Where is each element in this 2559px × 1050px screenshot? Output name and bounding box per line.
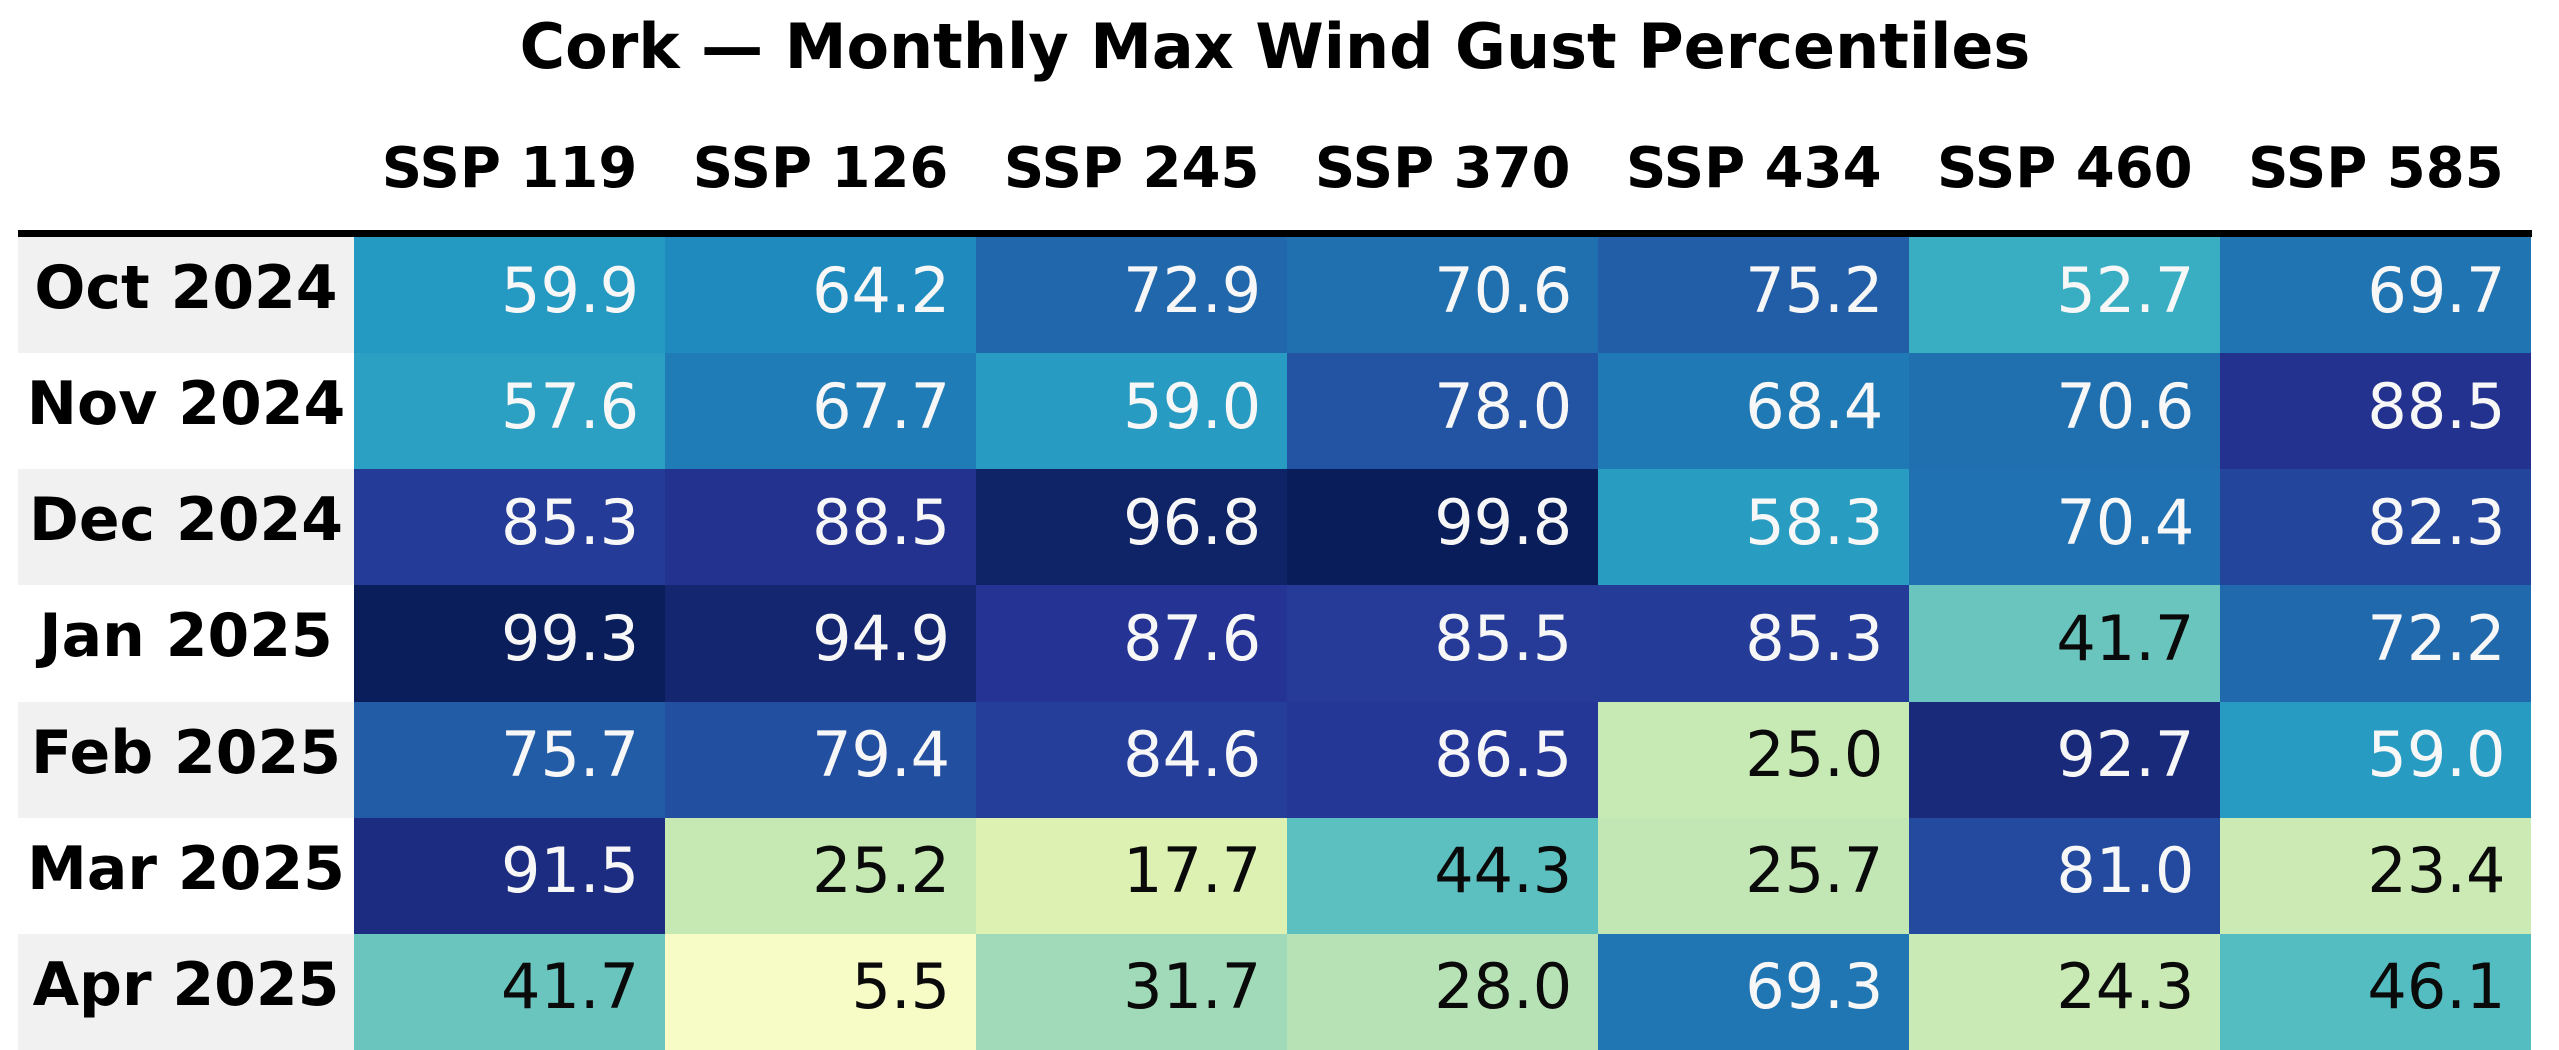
heatmap-cell: 86.5	[1287, 701, 1599, 818]
row-label: Nov 2024	[18, 353, 354, 470]
heatmap-cell: 99.8	[1287, 469, 1599, 586]
heatmap-cell: 5.5	[665, 933, 977, 1050]
heatmap-cell: 99.3	[354, 585, 666, 702]
heatmap-cell: 75.2	[1598, 237, 1910, 354]
heatmap-cell: 25.2	[665, 817, 977, 934]
heatmap-row: Mar 2025 91.5 25.2 17.7 44.3 25.7 81.0 23.4	[18, 817, 2532, 934]
column-header: SSP 585	[2248, 136, 2504, 201]
heatmap-cell: 46.1	[2220, 933, 2532, 1050]
heatmap-cell: 81.0	[1909, 817, 2221, 934]
heatmap-cell: 88.5	[665, 469, 977, 586]
row-label: Dec 2024	[18, 469, 354, 586]
column-header: SSP 119	[381, 136, 638, 201]
heatmap-cell: 72.9	[976, 237, 1288, 354]
heatmap-cell: 70.6	[1287, 237, 1599, 354]
heatmap-cell: 91.5	[354, 817, 666, 934]
heatmap-cell: 85.3	[1598, 585, 1910, 702]
heatmap-cell: 88.5	[2220, 353, 2532, 470]
heatmap-cell: 58.3	[1598, 469, 1910, 586]
column-header: SSP 126	[692, 136, 949, 201]
column-header-row: SSP 119 SSP 126 SSP 245 SSP 370 SSP 434 SSP 4…	[354, 138, 2531, 200]
column-header: SSP 460	[1937, 136, 2193, 201]
heatmap-cell: 41.7	[1909, 585, 2221, 702]
heatmap-cell: 72.2	[2220, 585, 2532, 702]
row-label: Apr 2025	[18, 933, 354, 1050]
heatmap-cell: 96.8	[976, 469, 1288, 586]
heatmap-cell: 70.4	[1909, 469, 2221, 586]
heatmap-cell: 24.3	[1909, 933, 2221, 1050]
heatmap-cell: 52.7	[1909, 237, 2221, 354]
heatmap-cell: 28.0	[1287, 933, 1599, 1050]
heatmap-cell: 67.7	[665, 353, 977, 470]
heatmap-row: Oct 2024 59.9 64.2 72.9 70.6 75.2 52.7 69.7	[18, 237, 2532, 354]
heatmap-row: Nov 2024 57.6 67.7 59.0 78.0 68.4 70.6 88.5	[18, 353, 2532, 470]
heatmap-cell: 68.4	[1598, 353, 1910, 470]
row-label: Oct 2024	[18, 237, 354, 354]
heatmap-cell: 85.5	[1287, 585, 1599, 702]
heatmap-cell: 85.3	[354, 469, 666, 586]
heatmap-cell: 41.7	[354, 933, 666, 1050]
heatmap-cell: 94.9	[665, 585, 977, 702]
heatmap-cell: 69.3	[1598, 933, 1910, 1050]
heatmap-cell: 92.7	[1909, 701, 2221, 818]
heatmap-cell: 31.7	[976, 933, 1288, 1050]
heatmap-row: Feb 2025 75.7 79.4 84.6 86.5 25.0 92.7 59.0	[18, 701, 2532, 818]
header-divider-rule	[18, 230, 2532, 237]
row-label: Jan 2025	[18, 585, 354, 702]
row-label: Mar 2025	[18, 817, 354, 934]
heatmap-cell: 64.2	[665, 237, 977, 354]
heatmap-row: Jan 2025 99.3 94.9 87.6 85.5 85.3 41.7 72.2	[18, 585, 2532, 702]
heatmap-cell: 44.3	[1287, 817, 1599, 934]
heatmap-cell: 17.7	[976, 817, 1288, 934]
heatmap-cell: 59.0	[2220, 701, 2532, 818]
heatmap-cell: 79.4	[665, 701, 977, 818]
heatmap-cell: 25.7	[1598, 817, 1910, 934]
heatmap-cell: 70.6	[1909, 353, 2221, 470]
column-header: SSP 434	[1625, 136, 1882, 201]
column-header: SSP 245	[1003, 136, 1260, 201]
heatmap-cell: 23.4	[2220, 817, 2532, 934]
heatmap-row: Dec 2024 85.3 88.5 96.8 99.8 58.3 70.4 82.3	[18, 469, 2532, 586]
chart-title: Cork — Monthly Max Wind Gust Percentiles	[519, 10, 2031, 83]
heatmap-cell: 59.9	[354, 237, 666, 354]
row-label: Feb 2025	[18, 701, 354, 818]
heatmap-cell: 82.3	[2220, 469, 2532, 586]
column-header: SSP 370	[1314, 136, 1571, 201]
heatmap-cell: 57.6	[354, 353, 666, 470]
heatmap-row: Apr 2025 41.7 5.5 31.7 28.0 69.3 24.3 46.1	[18, 933, 2532, 1050]
heatmap-grid: Oct 2024 59.9 64.2 72.9 70.6 75.2 52.7 69.7 Nov …	[18, 237, 2532, 1050]
heatmap-cell: 78.0	[1287, 353, 1599, 470]
heatmap-cell: 25.0	[1598, 701, 1910, 818]
heatmap-cell: 87.6	[976, 585, 1288, 702]
heatmap-cell: 69.7	[2220, 237, 2532, 354]
heatmap-cell: 75.7	[354, 701, 666, 818]
heatmap-cell: 84.6	[976, 701, 1288, 818]
heatmap-cell: 59.0	[976, 353, 1288, 470]
